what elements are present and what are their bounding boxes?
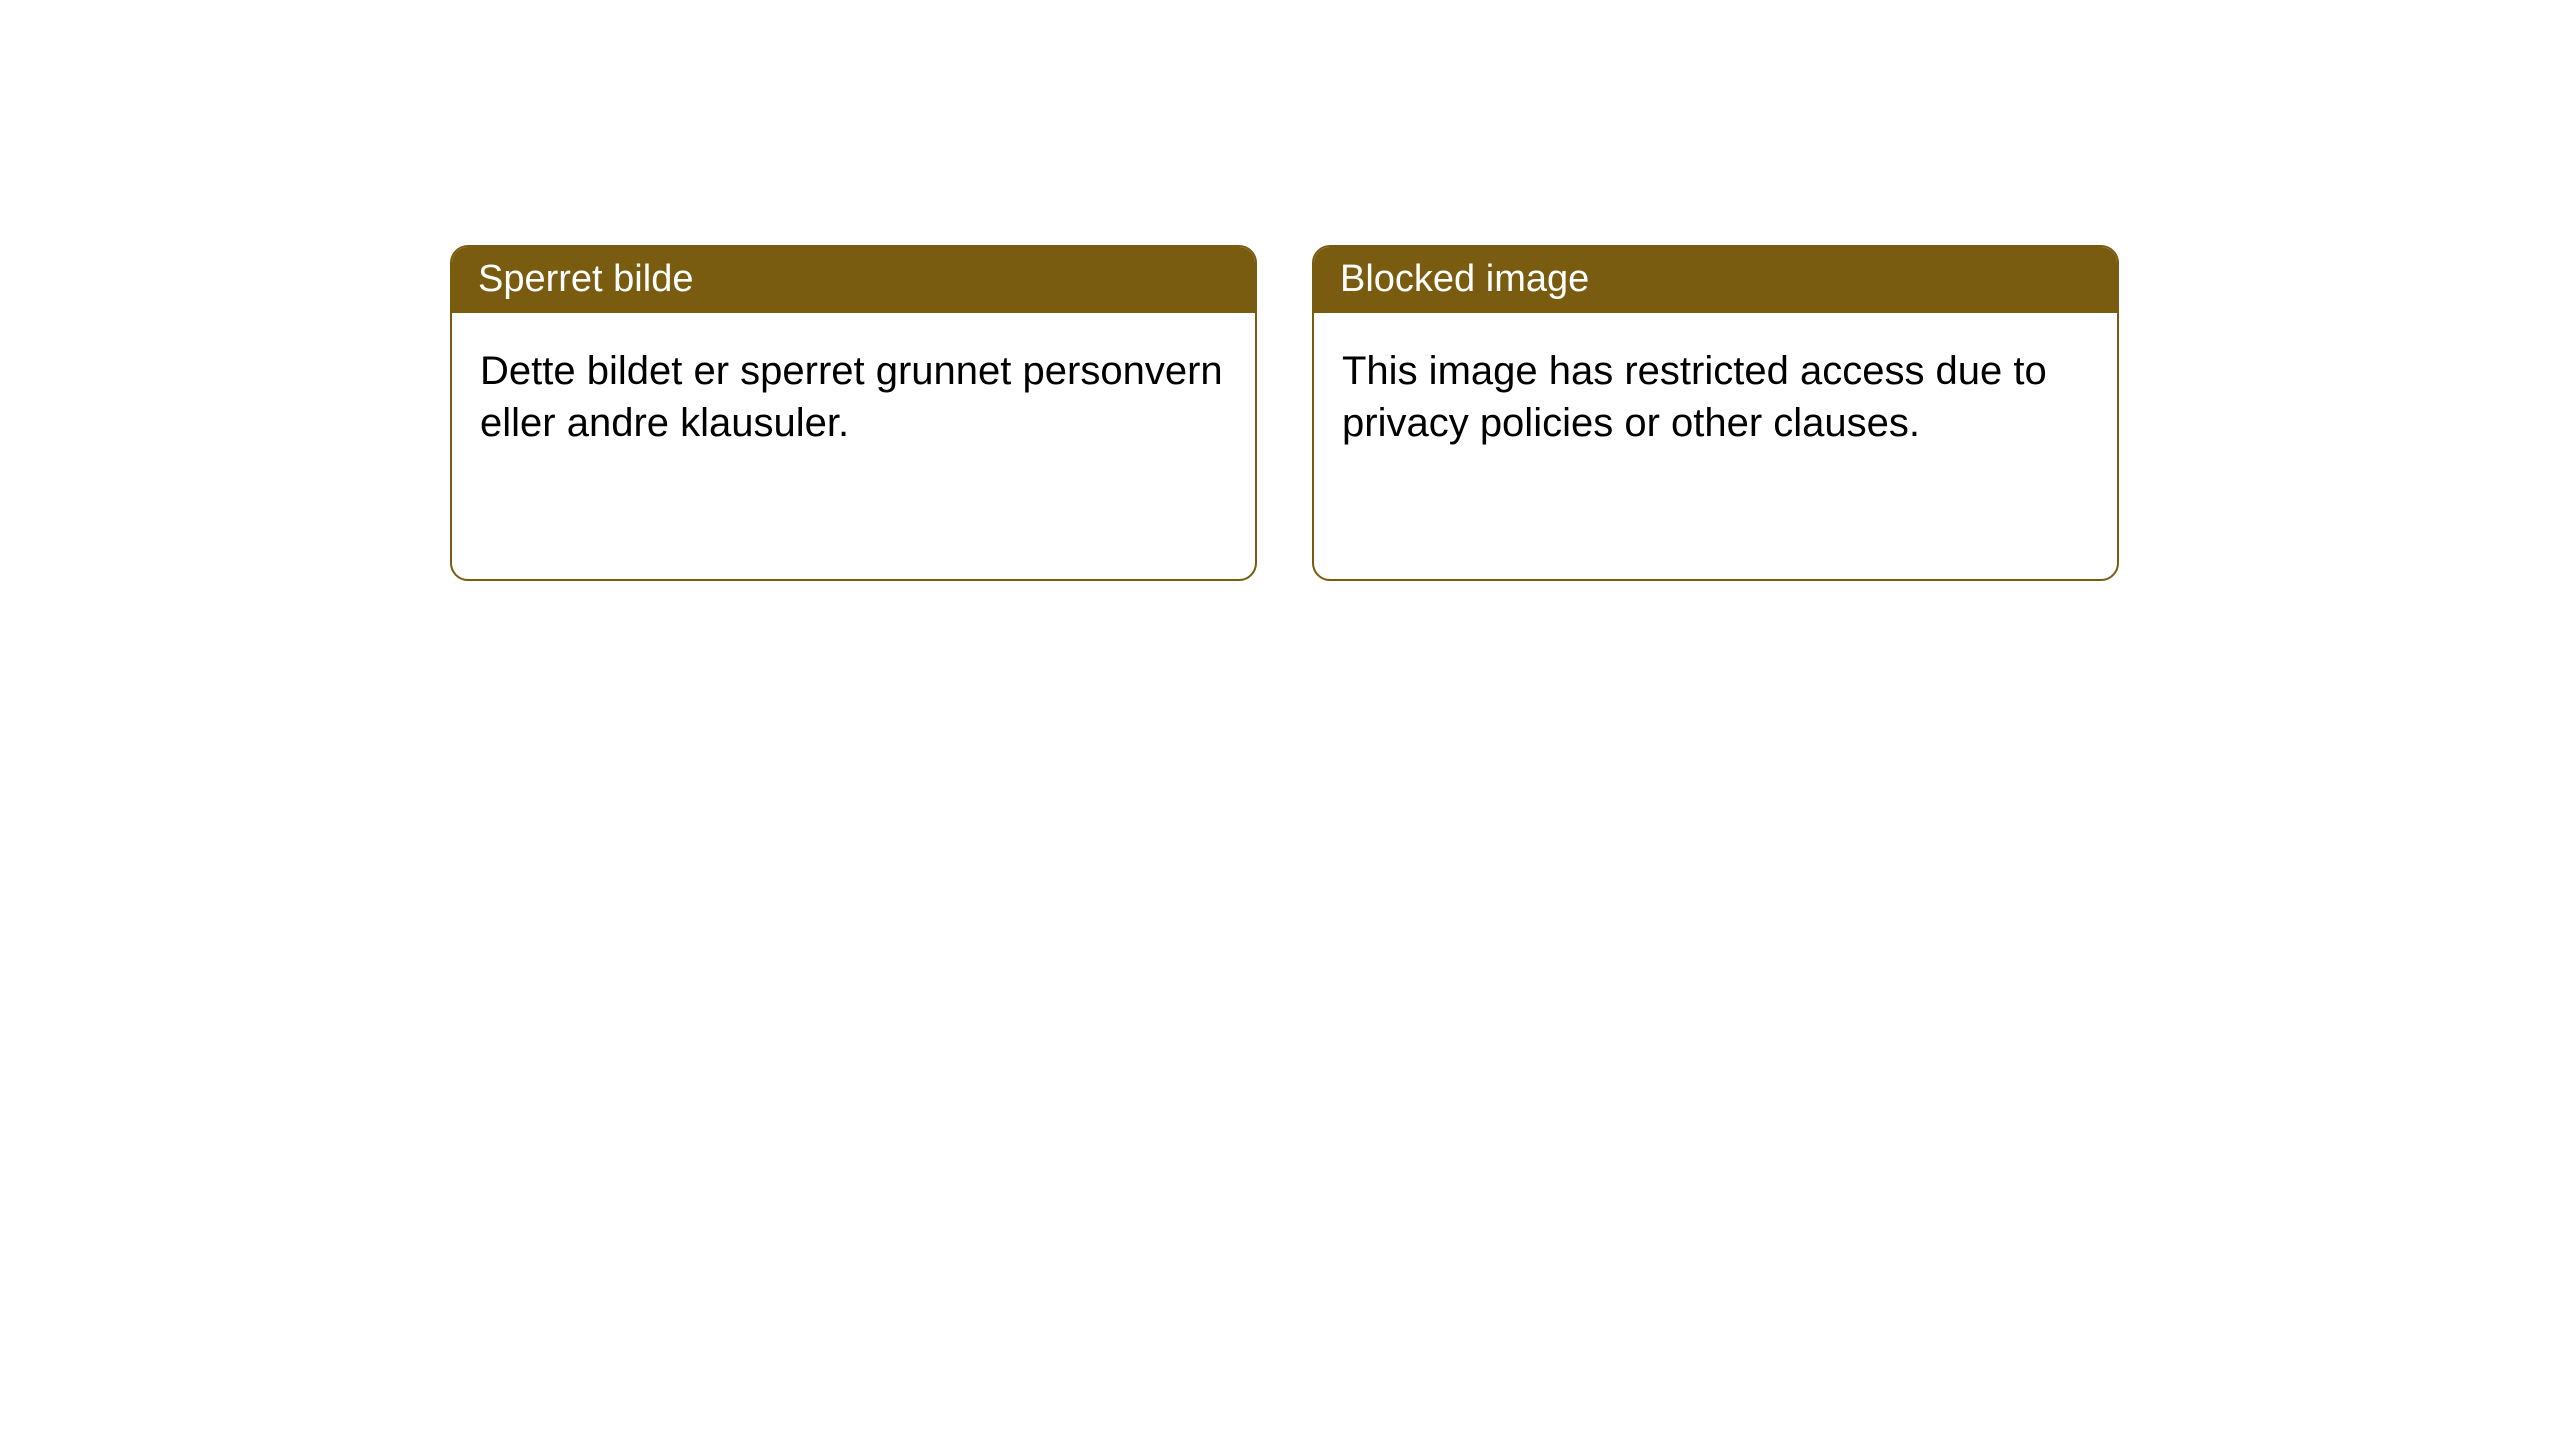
card-body-text-no: Dette bildet er sperret grunnet personve…: [480, 349, 1223, 446]
card-header-en: Blocked image: [1314, 247, 2117, 313]
blocked-image-card-no: Sperret bilde Dette bildet er sperret gr…: [450, 245, 1257, 581]
card-body-no: Dette bildet er sperret grunnet personve…: [452, 313, 1255, 483]
blocked-image-cards-container: Sperret bilde Dette bildet er sperret gr…: [450, 245, 2119, 581]
card-body-en: This image has restricted access due to …: [1314, 313, 2117, 483]
blocked-image-card-en: Blocked image This image has restricted …: [1312, 245, 2119, 581]
card-header-no: Sperret bilde: [452, 247, 1255, 313]
card-title-en: Blocked image: [1340, 258, 1589, 300]
card-title-no: Sperret bilde: [478, 258, 693, 300]
card-body-text-en: This image has restricted access due to …: [1342, 349, 2047, 446]
